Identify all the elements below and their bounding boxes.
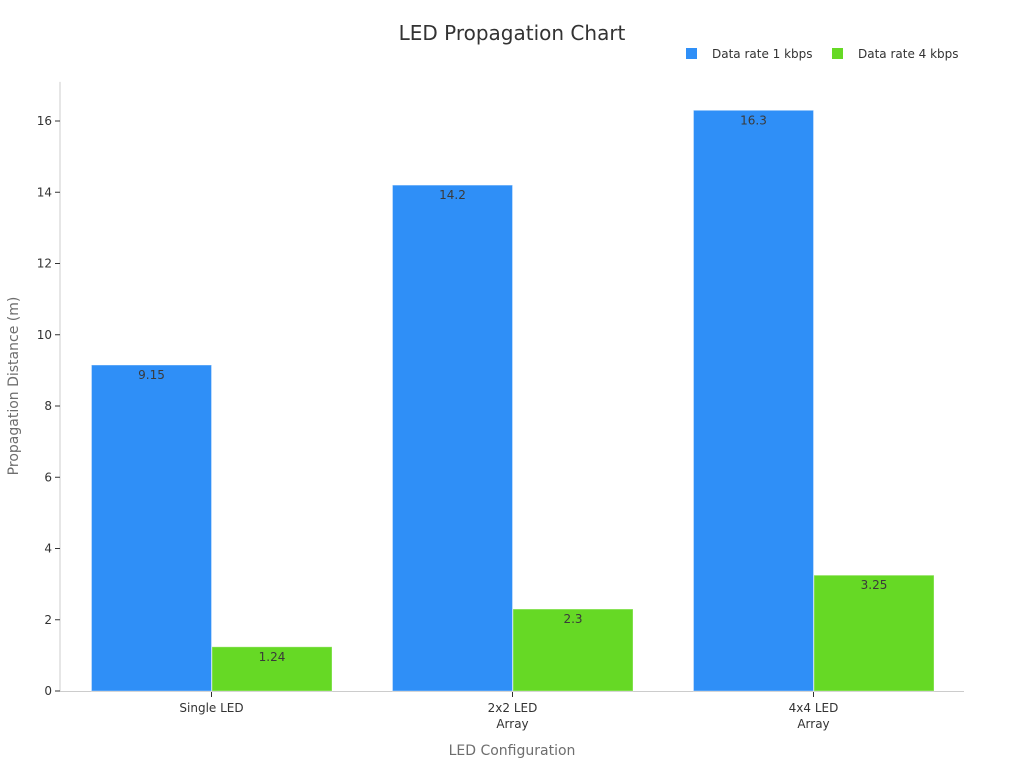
x-tick-label: Array <box>496 717 528 731</box>
y-axis-ticks: 0 2 4 6 8 10 12 14 16 <box>37 114 60 698</box>
x-tick-label: 4x4 LED <box>789 701 839 715</box>
bar-4kbps-0 <box>211 646 333 692</box>
y-tick-label: 0 <box>44 684 52 698</box>
y-tick-label: 16 <box>37 114 52 128</box>
bar-data-label: 3.25 <box>861 578 888 592</box>
axes <box>59 81 964 692</box>
bar-1kbps-2 <box>693 109 814 692</box>
x-tick-label: Array <box>797 717 829 731</box>
bars: 9.15 14.2 16.3 1.24 2.3 3.25 <box>91 109 935 692</box>
y-tick-label: 4 <box>44 542 52 556</box>
bar-data-label: 1.24 <box>259 650 286 664</box>
y-axis-title: Propagation Distance (m) <box>6 297 22 476</box>
x-axis-ticks: Single LED 2x2 LED Array 4x4 LED Array <box>179 692 838 731</box>
x-axis-title: LED Configuration <box>449 743 576 759</box>
chart-title: LED Propagation Chart <box>399 21 626 45</box>
bar-data-label: 16.3 <box>740 113 767 127</box>
bar-1kbps-0 <box>91 364 212 692</box>
legend-label: Data rate 1 kbps <box>712 47 813 61</box>
legend-item-1kbps[interactable]: Data rate 1 kbps <box>686 47 813 61</box>
y-tick-label: 6 <box>44 470 52 484</box>
bar-1kbps-1 <box>392 184 513 692</box>
bar-data-label: 9.15 <box>138 368 165 382</box>
y-tick-label: 14 <box>37 185 52 199</box>
legend-swatch-icon <box>832 48 843 59</box>
y-tick-label: 8 <box>44 399 52 413</box>
y-tick-label: 10 <box>37 328 52 342</box>
legend-swatch-icon <box>686 48 697 59</box>
bar-data-label: 2.3 <box>563 612 582 626</box>
legend-label: Data rate 4 kbps <box>858 47 959 61</box>
bar-data-label: 14.2 <box>439 188 466 202</box>
x-tick-label: Single LED <box>179 701 243 715</box>
legend: Data rate 1 kbps Data rate 4 kbps <box>686 47 959 61</box>
bar-4kbps-1 <box>512 608 634 692</box>
legend-item-4kbps[interactable]: Data rate 4 kbps <box>832 47 959 61</box>
x-tick-label: 2x2 LED <box>488 701 538 715</box>
y-tick-label: 2 <box>44 613 52 627</box>
y-tick-label: 12 <box>37 257 52 271</box>
bar-4kbps-2 <box>813 574 935 692</box>
